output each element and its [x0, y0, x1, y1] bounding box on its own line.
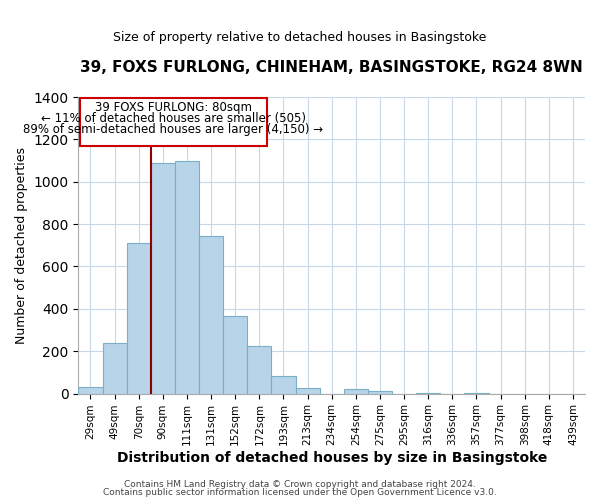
Bar [127, 243, 151, 394]
Text: Size of property relative to detached houses in Basingstoke: Size of property relative to detached ho… [113, 31, 487, 44]
Text: ← 11% of detached houses are smaller (505): ← 11% of detached houses are smaller (50… [41, 112, 305, 124]
Bar [247, 346, 271, 394]
Text: Contains HM Land Registry data © Crown copyright and database right 2024.: Contains HM Land Registry data © Crown c… [124, 480, 476, 489]
Bar [80, 98, 266, 146]
Text: 89% of semi-detached houses are larger (4,150) →: 89% of semi-detached houses are larger (… [23, 122, 323, 136]
Bar [103, 343, 127, 394]
Bar [296, 388, 320, 394]
X-axis label: Distribution of detached houses by size in Basingstoke: Distribution of detached houses by size … [116, 451, 547, 465]
Bar [223, 316, 247, 394]
Bar [199, 236, 223, 394]
Text: 39 FOXS FURLONG: 80sqm: 39 FOXS FURLONG: 80sqm [95, 100, 251, 114]
Bar [464, 392, 488, 394]
Y-axis label: Number of detached properties: Number of detached properties [15, 147, 28, 344]
Bar [416, 392, 440, 394]
Bar [175, 160, 199, 394]
Text: Contains public sector information licensed under the Open Government Licence v3: Contains public sector information licen… [103, 488, 497, 497]
Bar [151, 162, 175, 394]
Bar [271, 376, 296, 394]
Bar [368, 392, 392, 394]
Bar [79, 387, 103, 394]
Title: 39, FOXS FURLONG, CHINEHAM, BASINGSTOKE, RG24 8WN: 39, FOXS FURLONG, CHINEHAM, BASINGSTOKE,… [80, 60, 583, 75]
Bar [344, 390, 368, 394]
